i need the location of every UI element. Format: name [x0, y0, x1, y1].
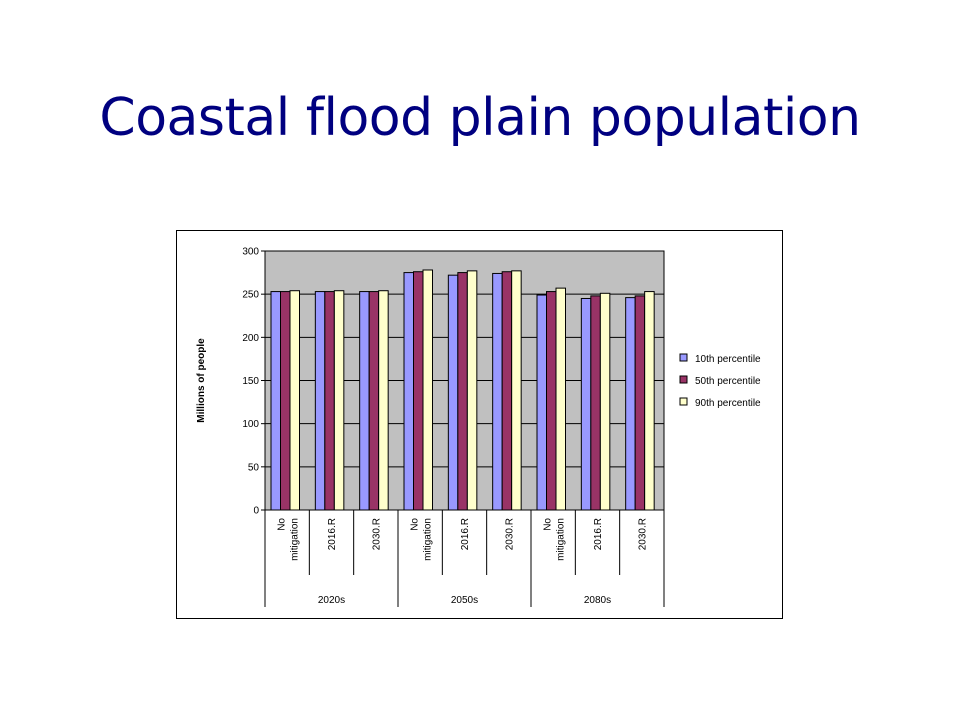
legend-swatch — [679, 397, 688, 406]
bar-10th-percentile — [403, 272, 414, 511]
legend-label: 90th percentile — [695, 398, 761, 409]
x-group-label: 2050s — [451, 595, 478, 606]
y-tick-label: 50 — [248, 462, 260, 473]
bar-50th-percentile — [324, 291, 335, 511]
bar-10th-percentile — [536, 294, 547, 511]
legend-label: 50th percentile — [695, 376, 761, 387]
y-tick-label: 200 — [242, 333, 259, 344]
bar-10th-percentile — [359, 291, 370, 511]
bar-50th-percentile — [457, 272, 468, 511]
bar-10th-percentile — [447, 274, 459, 511]
bar-90th-percentile — [289, 290, 300, 511]
bar-50th-percentile — [634, 295, 646, 511]
x-tick-label: 2030.R — [637, 518, 648, 550]
bar-90th-percentile — [555, 287, 566, 511]
x-tick-label: 2016.R — [327, 518, 338, 550]
y-tick-label: 100 — [242, 419, 259, 430]
bar-90th-percentile — [333, 290, 345, 511]
slide-title: Coastal flood plain population — [99, 88, 861, 148]
bar-50th-percentile — [546, 291, 557, 511]
y-tick-label: 250 — [242, 290, 259, 301]
bar-90th-percentile — [466, 270, 478, 511]
legend-swatch — [679, 353, 688, 362]
bar-50th-percentile — [280, 291, 291, 511]
bar-10th-percentile — [580, 297, 592, 511]
bar-10th-percentile — [314, 291, 326, 511]
x-tick-label: 2030.R — [371, 518, 382, 550]
y-tick-label: 0 — [253, 506, 259, 517]
bar-50th-percentile — [368, 291, 380, 511]
bar-10th-percentile — [270, 291, 281, 511]
bar-90th-percentile — [644, 291, 655, 511]
chart-area: 0 50 100 150 200 250 300 Millions of people No mi… — [176, 230, 783, 619]
x-tick-label: mitigation — [290, 518, 301, 561]
x-tick-label: 2016.R — [593, 518, 604, 550]
bar-10th-percentile — [492, 272, 503, 511]
x-tick-label: No — [410, 518, 421, 531]
legend-label: 10th percentile — [695, 354, 761, 365]
x-tick-label: No — [277, 518, 288, 531]
bar-10th-percentile — [625, 297, 636, 511]
y-tick-label: 150 — [242, 376, 259, 387]
x-tick-label: 2016.R — [460, 518, 471, 550]
bar-90th-percentile — [422, 269, 433, 511]
x-tick-label: No — [543, 518, 554, 531]
x-tick-label: mitigation — [556, 518, 567, 561]
bar-90th-percentile — [378, 290, 389, 511]
legend-swatch — [679, 375, 688, 384]
bar-50th-percentile — [501, 271, 513, 511]
x-tick-label: 2030.R — [504, 518, 515, 550]
x-tick-label: mitigation — [423, 518, 434, 561]
bar-90th-percentile — [511, 270, 522, 511]
y-tick-label: 300 — [242, 247, 259, 258]
x-group-label: 2080s — [584, 595, 611, 606]
bar-50th-percentile — [590, 295, 601, 511]
bar-90th-percentile — [599, 292, 611, 511]
x-group-label: 2020s — [318, 595, 345, 606]
bar-50th-percentile — [413, 271, 424, 511]
y-axis-title: Millions of people — [196, 338, 207, 423]
